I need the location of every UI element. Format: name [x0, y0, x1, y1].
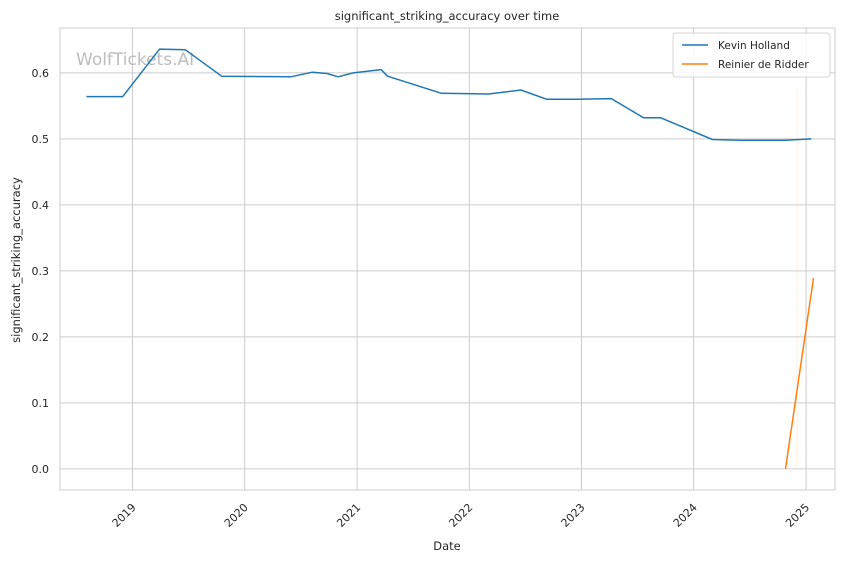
chart-title: significant_striking_accuracy over time [335, 9, 560, 23]
y-tick-label: 0.4 [32, 199, 50, 212]
plot-area [59, 27, 836, 491]
watermark-text: WolfTickets.AI [76, 50, 194, 70]
y-tick-label: 0.0 [32, 463, 50, 476]
series-layer [86, 48, 815, 470]
x-axis-label: Date [433, 539, 461, 553]
legend-box [672, 32, 831, 78]
y-tick-label: 0.5 [32, 133, 50, 146]
y-tick-label: 0.1 [32, 397, 50, 410]
grid [60, 28, 835, 490]
y-tick-label: 0.6 [32, 67, 50, 80]
y-tick-label: 0.2 [32, 331, 50, 344]
legend-label: Reinier de Ridder [718, 59, 809, 71]
series-line [86, 48, 812, 141]
legend-label: Kevin Holland [718, 40, 790, 52]
series-line [784, 277, 815, 470]
y-axis-label: significant_striking_accuracy [9, 177, 23, 343]
y-axis: 0.0 0.1 0.2 0.3 0.4 0.5 0.6 [32, 67, 50, 476]
y-tick-label: 0.3 [32, 265, 50, 278]
legend: Kevin Holland Reinier de Ridder [672, 32, 831, 78]
